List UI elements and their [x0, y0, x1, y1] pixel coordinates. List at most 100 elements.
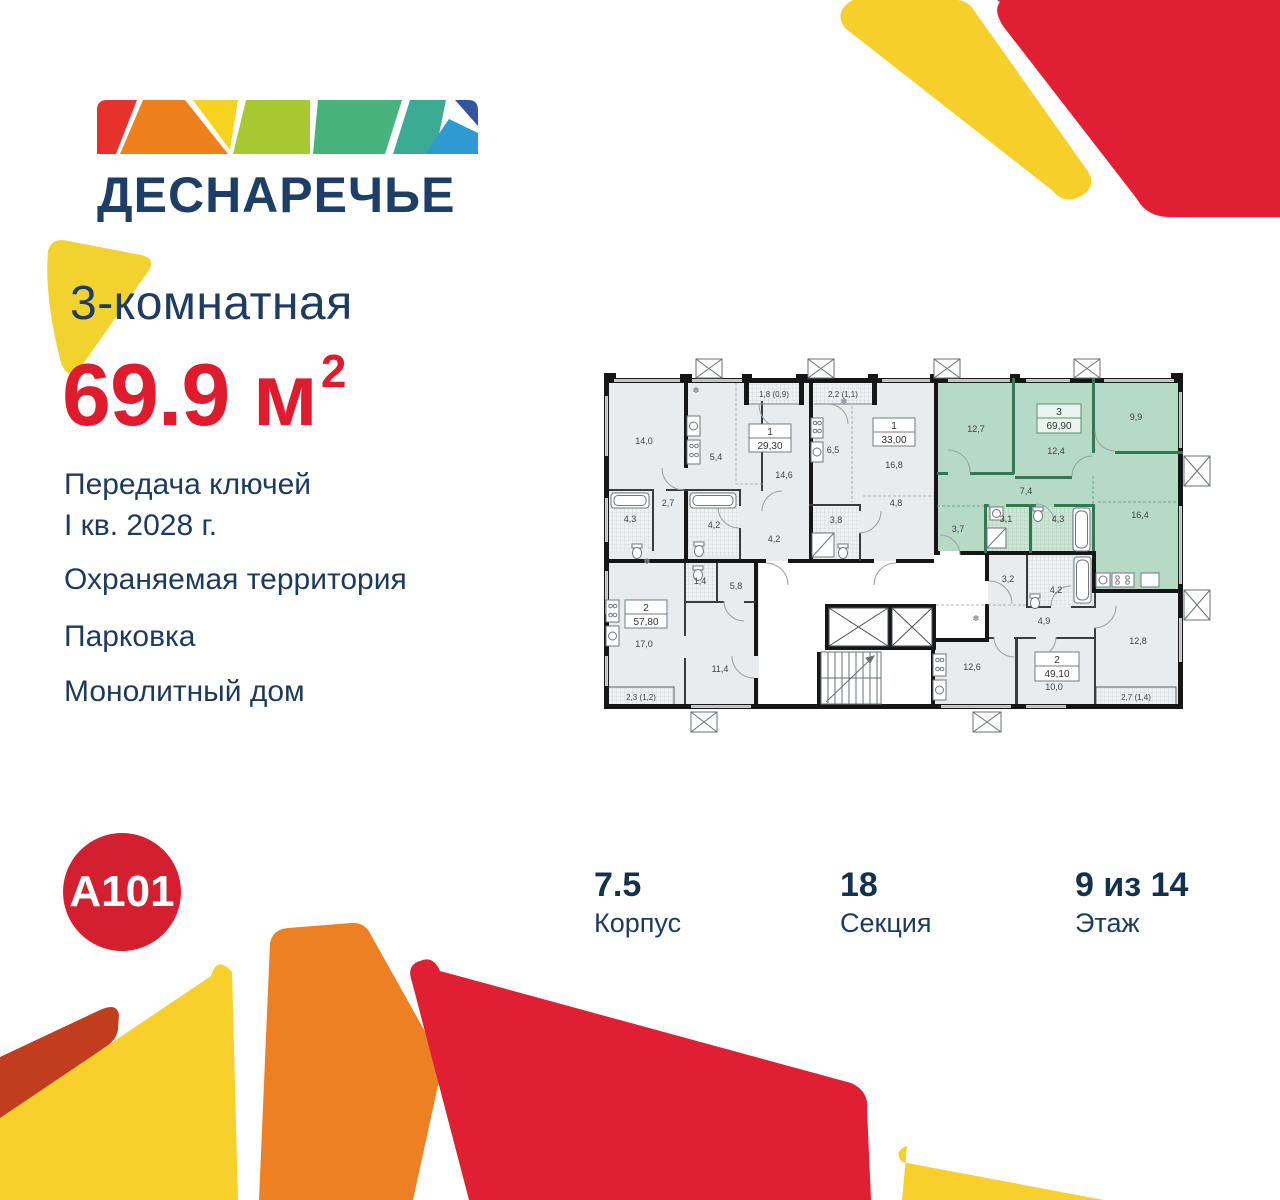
plan-windows: [605, 379, 1182, 708]
decor-red-bottom: [410, 959, 871, 1200]
apartment-area: 33,00: [881, 435, 906, 446]
room-label: 3,2: [1002, 574, 1015, 584]
svg-text:✽: ✽: [973, 614, 980, 623]
room-label: 12,8: [1129, 636, 1147, 646]
listing-title: 3-комнатная: [70, 277, 353, 330]
project-logo: ДЕСНАРЕЧЬЕ: [97, 93, 482, 224]
decor-yellow-triangle-title: [47, 240, 152, 374]
mosaic-lime: [233, 100, 310, 154]
apartment-rooms-count: 2: [1054, 655, 1060, 666]
area-value: 69.9: [62, 345, 230, 444]
project-name: ДЕСНАРЕЧЬЕ: [97, 167, 456, 223]
apartment-area: 29,30: [757, 441, 782, 452]
apartment-area: 49,10: [1044, 669, 1069, 680]
room-label: 12,4: [1047, 446, 1065, 456]
apartment-box-57-80: 2 57,80: [624, 599, 668, 629]
plan-walls-green: [937, 378, 1183, 553]
mosaic-yellow: [193, 100, 238, 150]
area-exponent: 2: [320, 345, 347, 397]
elevator-shafts: [828, 607, 933, 647]
room-label: 11,4: [712, 664, 729, 674]
apartment-rooms-count: 2: [643, 603, 649, 614]
room-label: 6,5: [827, 445, 840, 455]
flower-icons: ✽ ✽ ✽ ✽: [644, 386, 980, 623]
room-labels: 14,0 5,4 14,6 2,7 4,3 4,2 4,2 6,5 16,8 4…: [624, 412, 1149, 692]
svg-text:✽: ✽: [693, 386, 700, 395]
room-label: 1,4: [694, 576, 707, 586]
stat-floor-label: Этаж: [1075, 908, 1140, 938]
mosaic-red: [97, 100, 137, 154]
apartment-boxes: 1 29,30 1 33,00 3 69,90: [624, 403, 1082, 682]
feature-keys-line2: I кв. 2028 г.: [64, 509, 218, 542]
mosaic-green: [313, 100, 402, 154]
apartment-rooms-count: 1: [891, 421, 897, 432]
room-label: 4,8: [890, 498, 903, 508]
room-label: 4,3: [624, 514, 637, 524]
mosaic-blue: [425, 119, 478, 154]
room-label: 4,2: [1050, 585, 1063, 595]
room-label: 14,6: [775, 470, 793, 480]
stat-section-label: Секция: [840, 908, 932, 938]
dashed-zone-lines: [735, 383, 1178, 606]
logo-mosaic: [97, 100, 478, 154]
room-label: 5,8: [730, 581, 743, 591]
feature-parking: Парковка: [64, 620, 196, 653]
room-label: 3,1: [1000, 514, 1013, 524]
stat-building-label: Корпус: [594, 908, 682, 938]
apartment-box-33-00: 1 33,00: [872, 417, 916, 447]
decor-orange-column: [259, 922, 441, 1200]
listing-area: 69.9 м2: [62, 344, 347, 446]
svg-text:✽: ✽: [841, 397, 848, 406]
room-label: 4,3: [1052, 514, 1065, 524]
room-label: 9,9: [1130, 412, 1143, 422]
room-label: 7,4: [1020, 486, 1033, 496]
feature-keys-line1: Передача ключей: [64, 468, 312, 501]
apartment-area: 57,80: [633, 617, 658, 628]
feature-security: Охраняемая территория: [64, 563, 407, 596]
fixtures: [605, 415, 1160, 701]
room-label: 10,0: [1045, 682, 1063, 692]
apartment-box-69-90-highlighted: 3 69,90: [1036, 403, 1082, 434]
mosaic-orange: [120, 100, 228, 154]
room-label: 4,2: [708, 520, 721, 530]
feature-building-type: Монолитный дом: [64, 675, 305, 708]
vent-shaft-boxes: [690, 358, 1211, 733]
stat-section-value: 18: [840, 866, 878, 904]
decor-yellow-bottom: [0, 964, 238, 1200]
room-label: 2,7: [662, 498, 675, 508]
apartment-rooms-count: 1: [767, 427, 773, 438]
room-label: 17,0: [635, 639, 653, 649]
decor-red-top-right: [997, 0, 1280, 217]
room-label: 4,2: [768, 534, 781, 544]
room-label: 4,9: [1038, 616, 1051, 626]
svg-text:✽: ✽: [644, 557, 651, 566]
developer-logo: А101: [63, 833, 181, 951]
area-unit: м: [252, 345, 318, 444]
balcony-label: 2,2 (1,1): [828, 390, 858, 399]
mosaic-navy: [455, 100, 478, 126]
apartment-box-49-10: 2 49,10: [1034, 651, 1080, 682]
floor-plan: ✽ ✽ ✽ ✽ 14,0 5,4 14,6 2,7 4,3 4,2 4,2 6,5 1…: [604, 358, 1211, 733]
staircase: [820, 651, 882, 705]
stat-building-value: 7.5: [594, 866, 642, 904]
room-label: 16,8: [885, 460, 903, 470]
room-label: 12,7: [967, 424, 985, 434]
room-label: 5,4: [710, 452, 723, 462]
room-label: 3,8: [830, 515, 843, 525]
apartment-rooms-count: 3: [1056, 407, 1062, 418]
decor-brick-sliver: [0, 1006, 119, 1122]
stat-floor-value: 9 из 14: [1075, 866, 1189, 904]
room-label: 12,6: [963, 662, 981, 672]
mosaic-teal: [393, 100, 446, 154]
room-label: 14,0: [635, 436, 653, 446]
room-label: 3,7: [952, 524, 965, 534]
developer-logo-text: А101: [69, 867, 175, 916]
balcony-label: 1,8 (0,9): [759, 390, 789, 399]
apartment-area: 69,90: [1046, 421, 1071, 432]
balcony-label: 2,3 (1,2): [626, 693, 656, 702]
balcony-labels: 1,8 (0,9) 2,2 (1,1) 2,3 (1,2) 2,7 (1,4): [626, 390, 1151, 702]
decor-yellow-wedge-top: [840, 0, 1092, 200]
room-label: 16,4: [1131, 510, 1149, 520]
